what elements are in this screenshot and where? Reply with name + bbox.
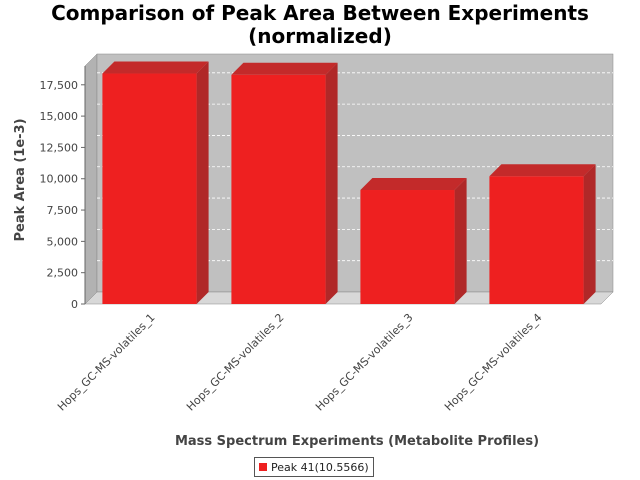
chart-title-line-2: (normalized) — [248, 24, 392, 48]
y-axis: 0 2,500 5,000 7,500 10,000 12,500 15,000 17,500 — [40, 66, 86, 311]
bar-front-face — [360, 190, 455, 304]
chart-title: Comparison of Peak Area Between Experime… — [0, 2, 640, 48]
bar-side-face — [583, 164, 596, 304]
bars — [102, 61, 596, 305]
plot-left-wall — [84, 53, 98, 305]
legend-swatch — [259, 463, 267, 471]
bar-top-face — [360, 178, 467, 191]
bar-side-face — [196, 61, 209, 304]
bar — [360, 178, 467, 304]
x-tick-label: Hops_GC-MS-volatiles_2 — [184, 311, 287, 414]
y-tick-label: 0 — [71, 298, 78, 311]
y-axis-label: Peak Area (1e-3) — [13, 118, 28, 241]
bar — [231, 62, 338, 305]
bar-front-face — [489, 176, 584, 304]
y-tick-label: 5,000 — [47, 235, 79, 248]
y-tick-label: 2,500 — [47, 267, 79, 280]
bar-side-face — [325, 62, 338, 305]
bar-top-face — [231, 62, 338, 75]
bar — [489, 164, 596, 304]
y-tick-label: 15,000 — [40, 110, 79, 123]
x-axis: Hops_GC-MS-volatiles_1 Hops_GC-MS-volatil… — [55, 311, 545, 414]
bar-top-face — [102, 61, 209, 74]
y-tick-label: 12,500 — [40, 141, 79, 154]
bar — [102, 61, 209, 304]
x-tick-label: Hops_GC-MS-volatiles_4 — [442, 311, 545, 414]
legend: Peak 41(10.5566) — [254, 457, 374, 477]
chart-title-line-1: Comparison of Peak Area Between Experime… — [51, 1, 589, 25]
x-tick-label: Hops_GC-MS-volatiles_1 — [55, 311, 158, 414]
bar-front-face — [231, 74, 326, 304]
bar-top-face — [489, 164, 596, 177]
bar-front-face — [102, 73, 197, 304]
y-tick-label: 17,500 — [40, 79, 79, 92]
x-axis-label: Mass Spectrum Experiments (Metabolite Pr… — [175, 434, 539, 449]
y-tick-label: 7,500 — [47, 204, 79, 217]
bar-side-face — [454, 178, 467, 304]
legend-label: Peak 41(10.5566) — [271, 460, 369, 474]
x-tick-label: Hops_GC-MS-volatiles_3 — [313, 311, 416, 414]
y-tick-label: 10,000 — [40, 173, 79, 186]
